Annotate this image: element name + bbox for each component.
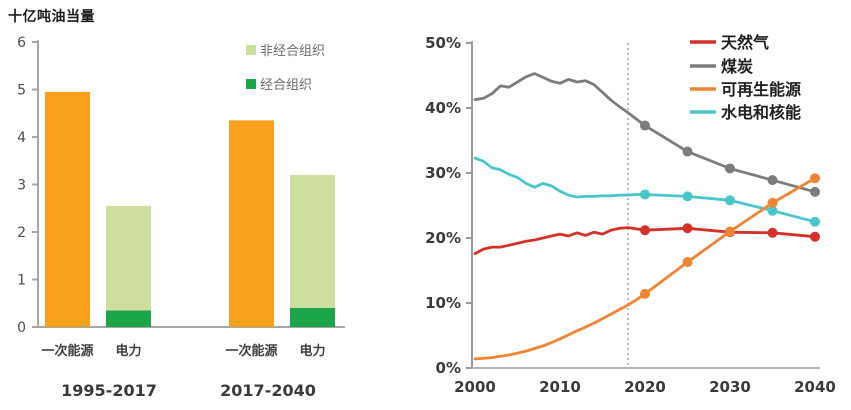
bar-category-label: 一次能源	[41, 343, 93, 359]
bar-segment-经合组织	[106, 310, 151, 327]
series-marker-水电和核能	[767, 205, 778, 216]
series-marker-煤炭	[640, 120, 650, 131]
line-x-tick-label: 2020	[624, 378, 666, 396]
bar-chart-canvas: 0 1 2 3 4 5 6 一次能源 电力 1995-2017 一次能源 电力 2017-2040 非经合…	[17, 35, 345, 400]
series-marker-可再生能源	[767, 197, 778, 208]
line-y-tick-label: 0%	[436, 359, 461, 377]
line-legend-label: 天然气	[721, 33, 769, 52]
series-marker-可再生能源	[810, 173, 820, 184]
bar-category-label: 一次能源	[225, 343, 277, 359]
bar-category-label: 电力	[299, 343, 325, 359]
line-x-tick-label: 2010	[539, 378, 581, 396]
series-marker-煤炭	[682, 146, 693, 157]
bar-chart-title: 十亿吨油当量	[8, 9, 95, 25]
series-marker-可再生能源	[725, 226, 735, 237]
series-line-可再生能源	[473, 176, 817, 361]
bar-segment-一次能源	[229, 120, 274, 327]
bar-legend-label: 非经合组织	[260, 44, 325, 59]
bar-y-tick-label: 5	[17, 83, 26, 99]
bar-segment-非经合组织	[106, 205, 151, 311]
line-y-tick-label: 10%	[425, 294, 461, 312]
line-legend-label: 可再生能源	[721, 80, 801, 99]
bar-segment-经合组织	[290, 308, 335, 327]
line-x-tick-label: 2030	[709, 378, 751, 396]
line-y-tick-label: 30%	[425, 164, 461, 182]
line-chart-canvas: 0% 10% 20% 30% 40% 50% 2000 2010 2020 2030 2040 天然气…	[425, 33, 836, 396]
bar-y-tick-label: 3	[17, 178, 26, 194]
bar-y-tick-label: 6	[17, 35, 26, 51]
bar-category-label: 电力	[115, 343, 141, 359]
energy-share-line-chart-panel: 0% 10% 20% 30% 40% 50% 2000 2010 2020 2030 2040 天然气…	[420, 0, 851, 410]
bar-y-tick-label: 2	[17, 225, 26, 241]
series-marker-可再生能源	[640, 288, 650, 299]
series-marker-水电和核能	[810, 216, 820, 227]
series-marker-天然气	[767, 227, 778, 238]
line-x-tick-label: 2000	[454, 378, 496, 396]
bar-y-tick-label: 1	[17, 273, 26, 289]
bar-group-label: 2017-2040	[220, 381, 316, 400]
bar-y-tick-label: 4	[17, 130, 26, 146]
series-marker-水电和核能	[640, 189, 650, 200]
series-marker-煤炭	[810, 186, 820, 197]
series-marker-水电和核能	[725, 195, 735, 206]
bar-segment-一次能源	[45, 91, 90, 327]
primary-energy-bar-chart-panel: 十亿吨油当量 0 1 2 3 4 5 6 一次能源 电力 1995-2017 一次能源 电力 2017-…	[0, 0, 420, 410]
series-marker-煤炭	[767, 175, 778, 186]
bar-segment-非经合组织	[290, 175, 335, 308]
bar-legend-label: 经合组织	[260, 78, 312, 93]
series-marker-天然气	[640, 225, 650, 236]
bar-legend-swatch	[246, 79, 256, 89]
series-marker-可再生能源	[682, 257, 693, 268]
series-marker-煤炭	[725, 163, 735, 174]
series-marker-天然气	[810, 231, 820, 242]
bar-y-tick-label: 0	[17, 320, 26, 336]
line-legend-label: 水电和核能	[721, 103, 801, 122]
line-y-tick-label: 50%	[425, 34, 461, 52]
line-x-tick-label: 2040	[794, 378, 836, 396]
bar-legend-swatch	[246, 45, 256, 55]
bar-group-label: 1995-2017	[61, 381, 157, 400]
series-marker-天然气	[682, 223, 693, 234]
line-y-tick-label: 20%	[425, 229, 461, 247]
line-y-tick-label: 40%	[425, 99, 461, 117]
line-legend-label: 煤炭	[721, 57, 753, 76]
series-marker-水电和核能	[682, 191, 693, 202]
